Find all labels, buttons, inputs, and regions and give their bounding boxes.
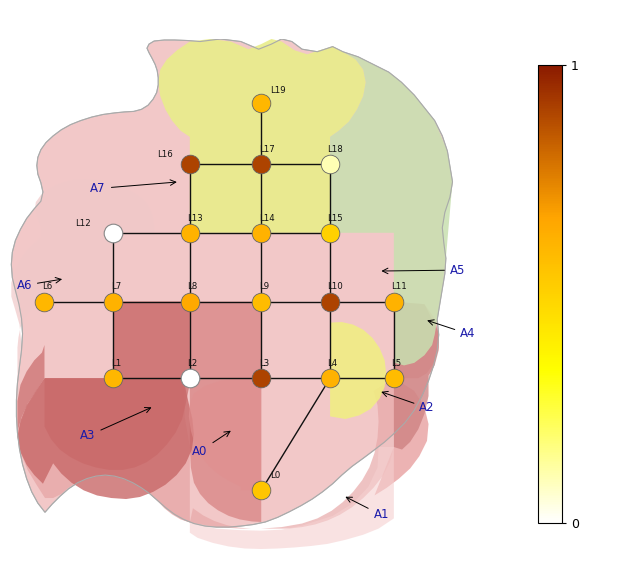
- Polygon shape: [330, 322, 386, 419]
- Polygon shape: [189, 378, 261, 490]
- Text: A2: A2: [382, 392, 435, 415]
- Polygon shape: [17, 302, 190, 470]
- Point: [185, 159, 195, 169]
- Point: [256, 228, 266, 238]
- Point: [108, 297, 118, 306]
- Text: L15: L15: [328, 213, 343, 223]
- Polygon shape: [190, 447, 394, 549]
- Polygon shape: [11, 39, 453, 527]
- Polygon shape: [17, 378, 190, 523]
- Text: L5: L5: [391, 359, 402, 368]
- Text: L10: L10: [328, 282, 343, 292]
- Point: [256, 159, 266, 169]
- Text: L18: L18: [328, 145, 343, 153]
- Polygon shape: [190, 378, 394, 529]
- Point: [256, 98, 266, 108]
- Point: [325, 159, 335, 169]
- Text: L14: L14: [259, 213, 274, 223]
- Point: [108, 373, 118, 383]
- Text: L1: L1: [111, 359, 121, 368]
- Point: [185, 297, 195, 306]
- Point: [256, 297, 266, 306]
- Point: [108, 228, 118, 238]
- Text: A6: A6: [16, 278, 61, 292]
- Point: [185, 228, 195, 238]
- Polygon shape: [11, 179, 154, 401]
- Point: [325, 297, 335, 306]
- Polygon shape: [158, 39, 366, 233]
- Text: L9: L9: [259, 282, 269, 292]
- Point: [256, 486, 266, 495]
- Text: L0: L0: [271, 471, 281, 480]
- Text: L13: L13: [187, 213, 203, 223]
- Text: L16: L16: [157, 150, 172, 159]
- Polygon shape: [113, 302, 261, 522]
- Polygon shape: [394, 302, 439, 450]
- Point: [185, 373, 195, 383]
- Text: A5: A5: [383, 263, 465, 276]
- Point: [389, 297, 399, 306]
- Polygon shape: [374, 302, 439, 496]
- Text: L12: L12: [75, 219, 91, 228]
- Point: [389, 373, 399, 383]
- Text: A3: A3: [80, 407, 151, 442]
- Text: A0: A0: [192, 432, 230, 457]
- Text: L19: L19: [271, 86, 286, 95]
- Polygon shape: [17, 378, 194, 499]
- Text: L3: L3: [259, 359, 269, 368]
- Text: A4: A4: [428, 320, 476, 340]
- Point: [39, 297, 49, 306]
- Text: L11: L11: [391, 282, 407, 292]
- Text: L17: L17: [259, 145, 274, 153]
- Point: [325, 373, 335, 383]
- Text: L7: L7: [111, 282, 121, 292]
- Text: A7: A7: [90, 180, 176, 195]
- Text: L2: L2: [187, 359, 198, 368]
- Text: A1: A1: [346, 497, 389, 522]
- Text: L8: L8: [187, 282, 198, 292]
- Point: [325, 228, 335, 238]
- Text: L4: L4: [328, 359, 338, 368]
- Point: [256, 373, 266, 383]
- Polygon shape: [330, 52, 453, 365]
- Text: L6: L6: [42, 282, 52, 292]
